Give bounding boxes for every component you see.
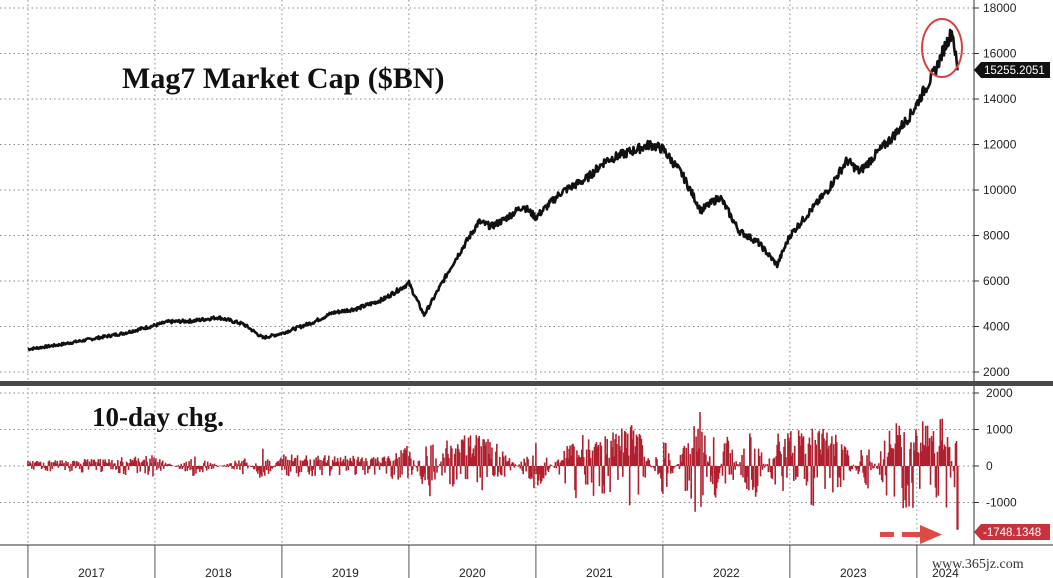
bottom-y-tick-label: 2000 [986,386,1013,400]
last-value-tag-top: 15255.2051 [974,62,1050,78]
change-bars [27,412,959,530]
top-y-tick-label: 18000 [983,1,1017,15]
top-y-tick-label: 8000 [983,229,1010,243]
x-year-label: 2018 [205,566,232,578]
bottom-y-tick-label: -1000 [986,496,1017,510]
bottom-y-tick-label: 0 [986,459,993,473]
top-y-tick-label: 4000 [983,320,1010,334]
x-year-label: 2024 [932,566,959,578]
grid-lines [0,0,974,545]
top-chart-title: Mag7 Market Cap ($BN) [122,62,444,95]
x-year-label: 2019 [332,566,359,578]
top-y-tick-label: 6000 [983,274,1010,288]
x-year-label: 2021 [586,566,613,578]
x-year-label: 2022 [713,566,740,578]
top-y-tick-label: 16000 [983,47,1017,61]
x-year-label: 2023 [840,566,867,578]
x-year-label: 2017 [78,566,105,578]
top-y-tick-label: 14000 [983,92,1017,106]
peak-highlight-circle [921,18,963,78]
top-y-tick-label: 12000 [983,138,1017,152]
last-value-label-top: 15255.2051 [984,65,1045,77]
top-y-tick-label: 2000 [983,365,1010,379]
top-y-tick-label: 10000 [983,183,1017,197]
market-cap-series-line [27,28,959,352]
x-year-label: 2020 [459,566,486,578]
arrow-annotation [880,525,942,544]
last-value-tag-bottom: -1748.1348 [974,524,1050,540]
last-value-label-bottom: -1748.1348 [983,527,1041,539]
bottom-y-tick-label: 1000 [986,423,1013,437]
bottom-chart-title: 10-day chg. [92,402,224,432]
watermark-text: www.365jz.com [932,557,1024,572]
